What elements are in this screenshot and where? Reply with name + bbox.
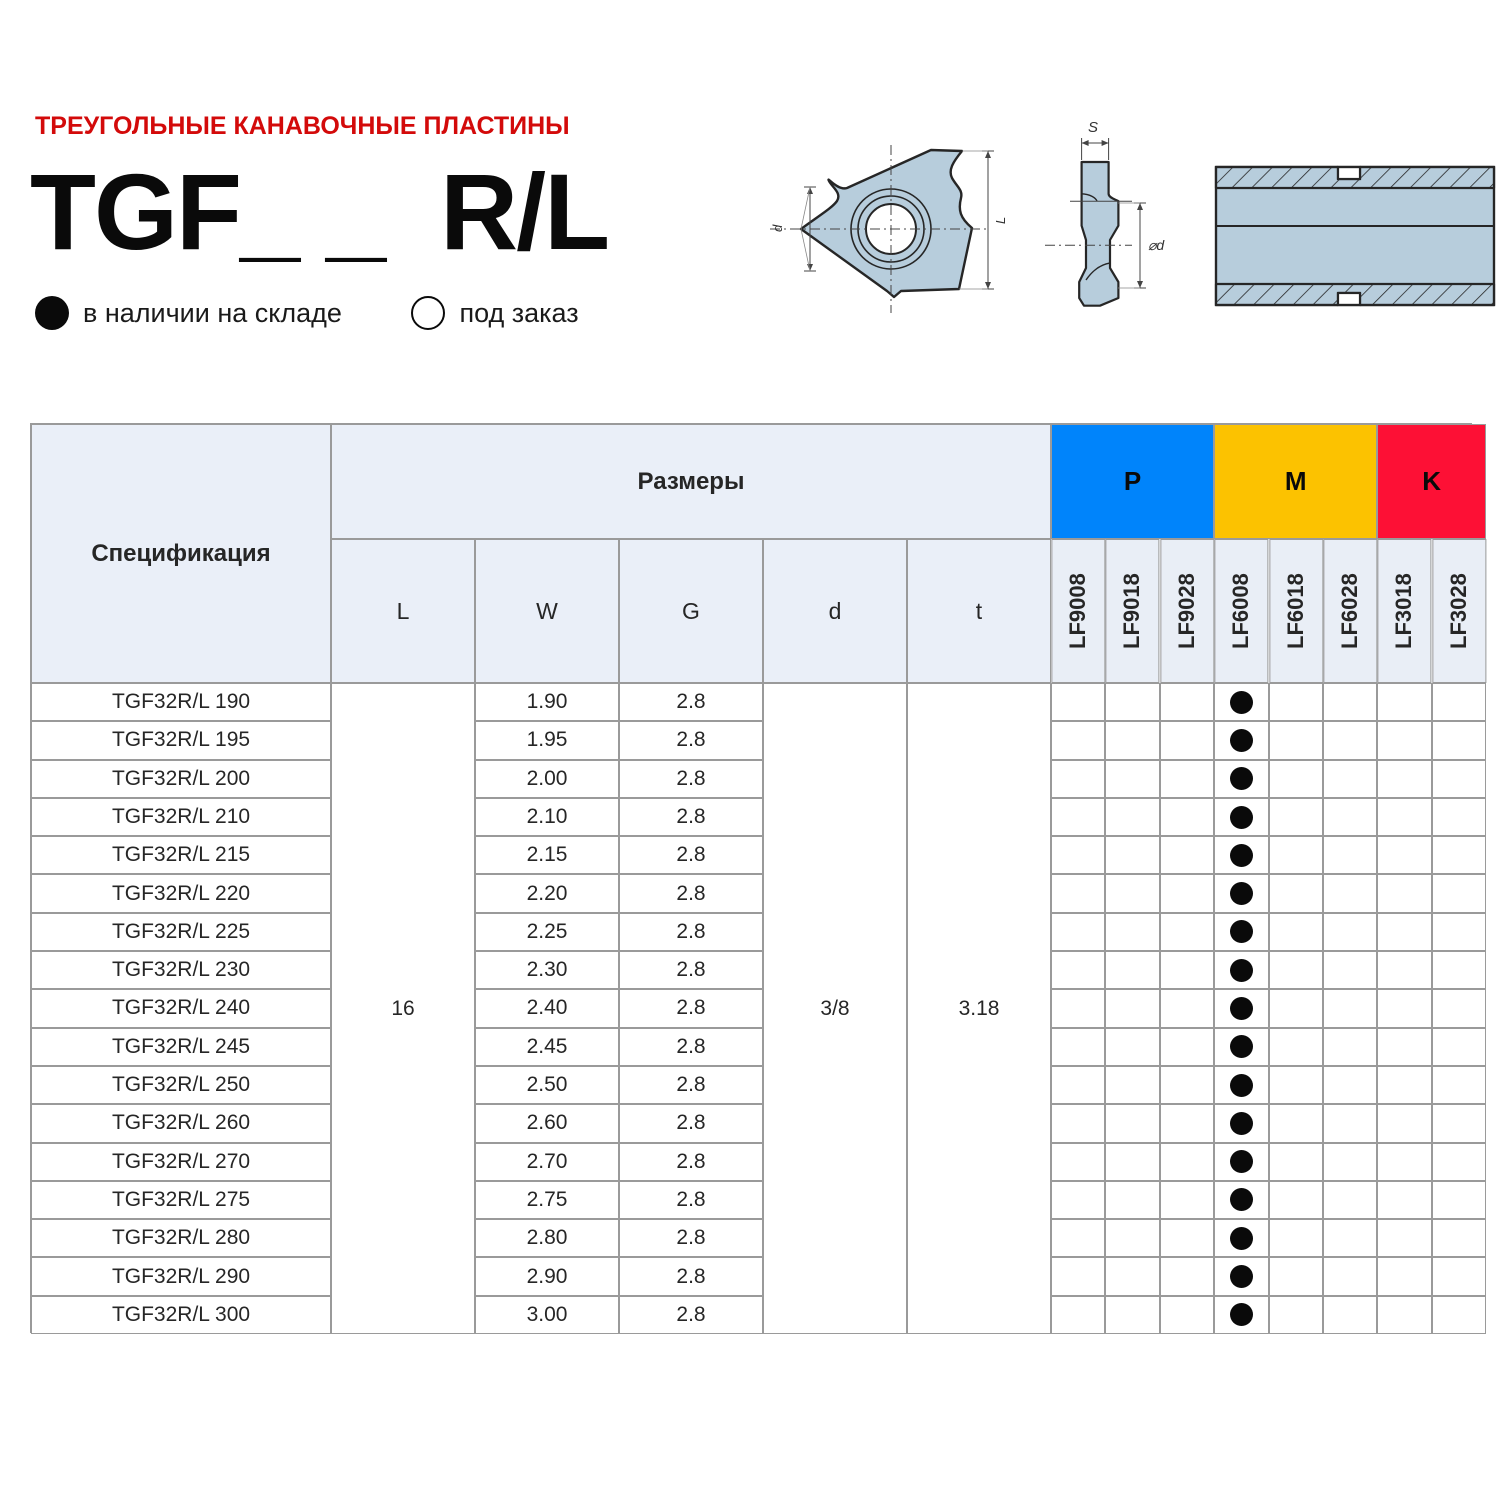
- svg-text:⌀d: ⌀d: [1148, 237, 1165, 253]
- svg-text:S: S: [1088, 119, 1098, 136]
- svg-text:L: L: [993, 217, 1008, 224]
- svg-text:d: d: [770, 224, 785, 232]
